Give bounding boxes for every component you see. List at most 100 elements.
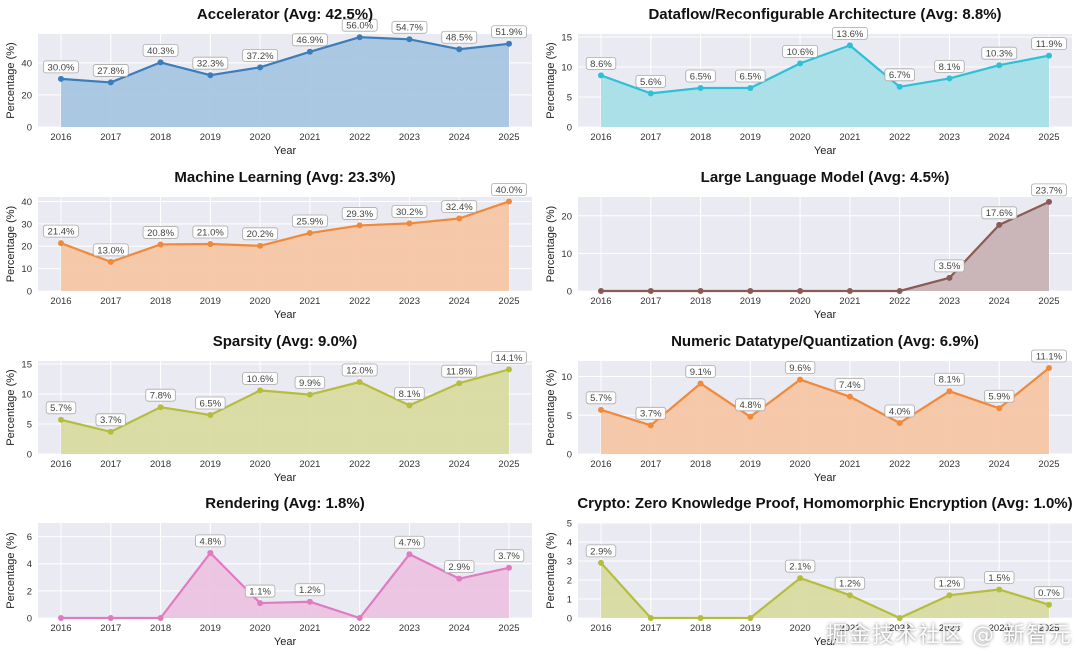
chart-5-xtick-label: 2023 (399, 459, 420, 470)
chart-3-data-label: 13.0% (92, 243, 129, 257)
svg-text:8.1%: 8.1% (939, 375, 961, 386)
svg-text:7.4%: 7.4% (839, 380, 861, 391)
chart-7-data-label: 3.7% (493, 549, 525, 562)
svg-text:27.8%: 27.8% (97, 66, 124, 77)
chart-5-point (456, 380, 463, 387)
chart-6-point (946, 388, 953, 395)
svg-text:11.1%: 11.1% (1036, 351, 1063, 362)
chart-6-xtick-label: 2021 (839, 459, 860, 470)
chart-5-data-label: 9.9% (294, 376, 326, 390)
chart-5-title: Sparsity (Avg: 9.0%) (213, 333, 358, 350)
chart-5-series-line (60, 368, 510, 433)
svg-text:10.6%: 10.6% (787, 47, 814, 58)
svg-text:46.9%: 46.9% (296, 35, 323, 46)
chart-7-series-line (61, 551, 510, 620)
chart-5-point (356, 379, 363, 385)
chart-3-xtick-label: 2024 (449, 296, 470, 307)
chart-2-data-label: 10.6% (782, 45, 819, 58)
chart-8-title: Crypto: Zero Knowledge Proof, Homomorphi… (577, 495, 1072, 512)
svg-text:3.5%: 3.5% (939, 261, 961, 272)
chart-7-data-label: 4.7% (394, 535, 425, 549)
chart-4-point (647, 288, 654, 294)
chart-2-series-line (600, 44, 1050, 95)
chart-6-ytick-label: 10 (561, 372, 572, 383)
chart-4-xtick-label: 2022 (889, 296, 910, 307)
chart-7-ytick-label: 6 (27, 532, 32, 543)
chart-1-point (107, 79, 114, 86)
chart-4-point (1046, 198, 1052, 205)
chart-2-xtick-label: 2023 (939, 132, 960, 143)
svg-text:11.9%: 11.9% (1036, 39, 1063, 50)
chart-5-data-label: 11.8% (441, 364, 478, 378)
chart-1-data-label: 54.7% (391, 20, 428, 34)
chart-4-xtick-label: 2025 (1038, 296, 1059, 307)
chart-6-data-label: 8.1% (934, 372, 965, 386)
chart-1-ytick-label: 0 (27, 123, 32, 134)
svg-text:6.5%: 6.5% (740, 71, 762, 82)
chart-3-ytick-label: 20 (21, 242, 32, 253)
chart-1-data-label: 48.5% (441, 30, 478, 44)
chart-5-point (157, 404, 164, 411)
chart-1-xtick-label: 2024 (449, 132, 470, 143)
chart-2-ytick-label: 15 (561, 33, 572, 44)
svg-text:20.8%: 20.8% (147, 228, 174, 239)
chart-5: 5.7% 3.7% 7.8% 6.5% 10.6% 9.9% 12.0% 8.1% 11.8% 1… (5, 333, 532, 484)
chart-6-point (846, 393, 853, 400)
chart-2-data-label: 5.6% (635, 75, 666, 88)
chart-6-data-label: 5.9% (984, 389, 1015, 403)
svg-text:32.4%: 32.4% (446, 202, 473, 213)
chart-1-data-label: 40.3% (142, 43, 179, 57)
chart-6-x-axis-label: Year (814, 472, 837, 484)
chart-2-xtick-label: 2018 (690, 132, 711, 143)
chart-7-xtick-label: 2018 (150, 623, 171, 634)
chart-7-xtick-label: 2022 (349, 623, 370, 634)
chart-8-area (601, 562, 1049, 618)
chart-8-xtick-label: 2016 (590, 623, 611, 634)
chart-4-data-label: 3.5% (934, 259, 965, 273)
chart-6-data-label: 4.8% (735, 398, 766, 411)
chart-3-ytick-label: 0 (27, 287, 32, 298)
chart-2-x-axis-label: Year (814, 145, 837, 157)
chart-7-title: Rendering (Avg: 1.8%) (205, 495, 364, 512)
svg-text:10.3%: 10.3% (986, 49, 1013, 60)
svg-text:13.6%: 13.6% (836, 29, 863, 40)
chart-3-xtick-label: 2018 (150, 296, 171, 307)
svg-text:4.8%: 4.8% (200, 536, 222, 547)
chart-3-xtick-label: 2022 (349, 296, 370, 307)
chart-4-xtick-label: 2016 (590, 296, 611, 307)
svg-text:17.6%: 17.6% (986, 208, 1013, 219)
chart-3-data-label: 25.9% (291, 214, 328, 228)
svg-text:8.6%: 8.6% (590, 59, 612, 70)
svg-text:5.7%: 5.7% (590, 393, 612, 404)
chart-7-xtick-label: 2024 (449, 623, 470, 634)
chart-5-y-axis-label: Percentage (%) (5, 369, 17, 445)
svg-text:48.5%: 48.5% (446, 33, 473, 44)
chart-6-data-label: 3.7% (635, 406, 666, 420)
chart-3-point (207, 241, 214, 247)
chart-4-y-axis-label: Percentage (%) (545, 206, 557, 282)
chart-5-ytick-label: 10 (21, 390, 32, 401)
chart-4-xtick-label: 2017 (640, 296, 661, 307)
chart-6-point (797, 376, 804, 383)
chart-8-point (1046, 601, 1052, 608)
chart-5-data-label: 10.6% (242, 371, 279, 385)
svg-text:37.2%: 37.2% (247, 51, 274, 62)
chart-2-ytick-label: 5 (567, 93, 572, 104)
chart-2: 8.6% 5.6% 6.5% 6.5% 10.6% 13.6% 6.7% 8.1% 10.3% 1… (545, 6, 1072, 157)
svg-text:1.5%: 1.5% (988, 573, 1010, 584)
chart-3-point (306, 230, 313, 237)
svg-text:54.7%: 54.7% (396, 23, 423, 34)
chart-3-ytick-label: 40 (21, 197, 32, 208)
chart-4-point (846, 288, 853, 294)
chart-8-series-line (600, 562, 1050, 620)
chart-7-xtick-label: 2017 (100, 623, 121, 634)
chart-1-point (306, 48, 313, 55)
chart-8-point (598, 559, 604, 566)
chart-7-point (456, 575, 463, 582)
chart-4-series-line (601, 200, 1050, 293)
chart-4-x-axis-label: Year (814, 309, 837, 321)
chart-2-ytick-label: 10 (561, 63, 572, 74)
chart-5-data-label: 6.5% (195, 396, 226, 410)
svg-text:51.9%: 51.9% (496, 27, 523, 38)
chart-4-title: Large Language Model (Avg: 4.5%) (701, 169, 950, 186)
